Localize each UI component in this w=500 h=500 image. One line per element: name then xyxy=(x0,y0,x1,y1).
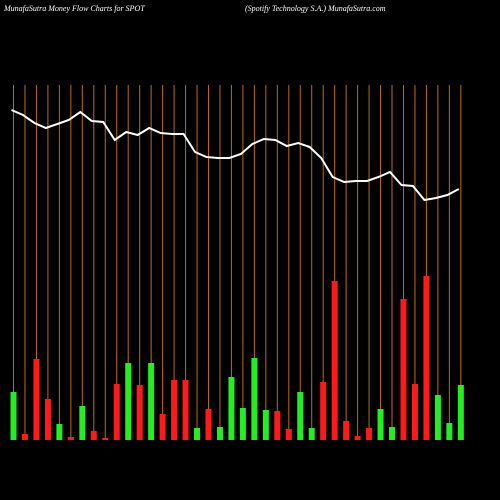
bar xyxy=(90,431,97,440)
chart-title: MunafaSutra Money Flow Charts for SPOT xyxy=(3,4,145,13)
bar xyxy=(389,427,396,440)
bar xyxy=(262,410,269,440)
bar xyxy=(194,428,201,440)
bar xyxy=(79,406,86,440)
bar xyxy=(411,384,418,440)
bar xyxy=(320,382,327,440)
bar xyxy=(343,421,350,440)
bar xyxy=(56,424,63,440)
bar xyxy=(171,380,178,440)
bar xyxy=(434,395,441,440)
line xyxy=(11,109,460,202)
bar xyxy=(10,392,17,440)
bar xyxy=(354,436,361,440)
bar xyxy=(423,276,430,440)
bar xyxy=(148,363,155,440)
bar xyxy=(297,392,304,440)
bar xyxy=(366,428,373,440)
bar xyxy=(113,384,120,440)
bar xyxy=(285,429,292,440)
bar xyxy=(457,385,464,440)
bar xyxy=(159,414,166,440)
bar xyxy=(274,411,281,440)
bar xyxy=(102,438,109,440)
bar xyxy=(33,359,40,440)
bar xyxy=(251,358,258,440)
bar xyxy=(21,434,28,440)
bar xyxy=(125,363,132,440)
bar xyxy=(331,281,338,440)
bar xyxy=(308,428,315,440)
bar xyxy=(205,409,212,440)
bar xyxy=(377,409,384,440)
bar xyxy=(400,299,407,440)
bar xyxy=(239,408,246,440)
bar xyxy=(228,377,235,440)
chart-subtitle: (Spotify Technology S.A.) MunafaSutra.co… xyxy=(245,4,386,13)
bar xyxy=(182,380,189,440)
bar xyxy=(446,423,453,440)
bar xyxy=(44,399,51,440)
bar xyxy=(216,427,223,440)
bar xyxy=(67,437,74,440)
bar xyxy=(136,385,143,440)
